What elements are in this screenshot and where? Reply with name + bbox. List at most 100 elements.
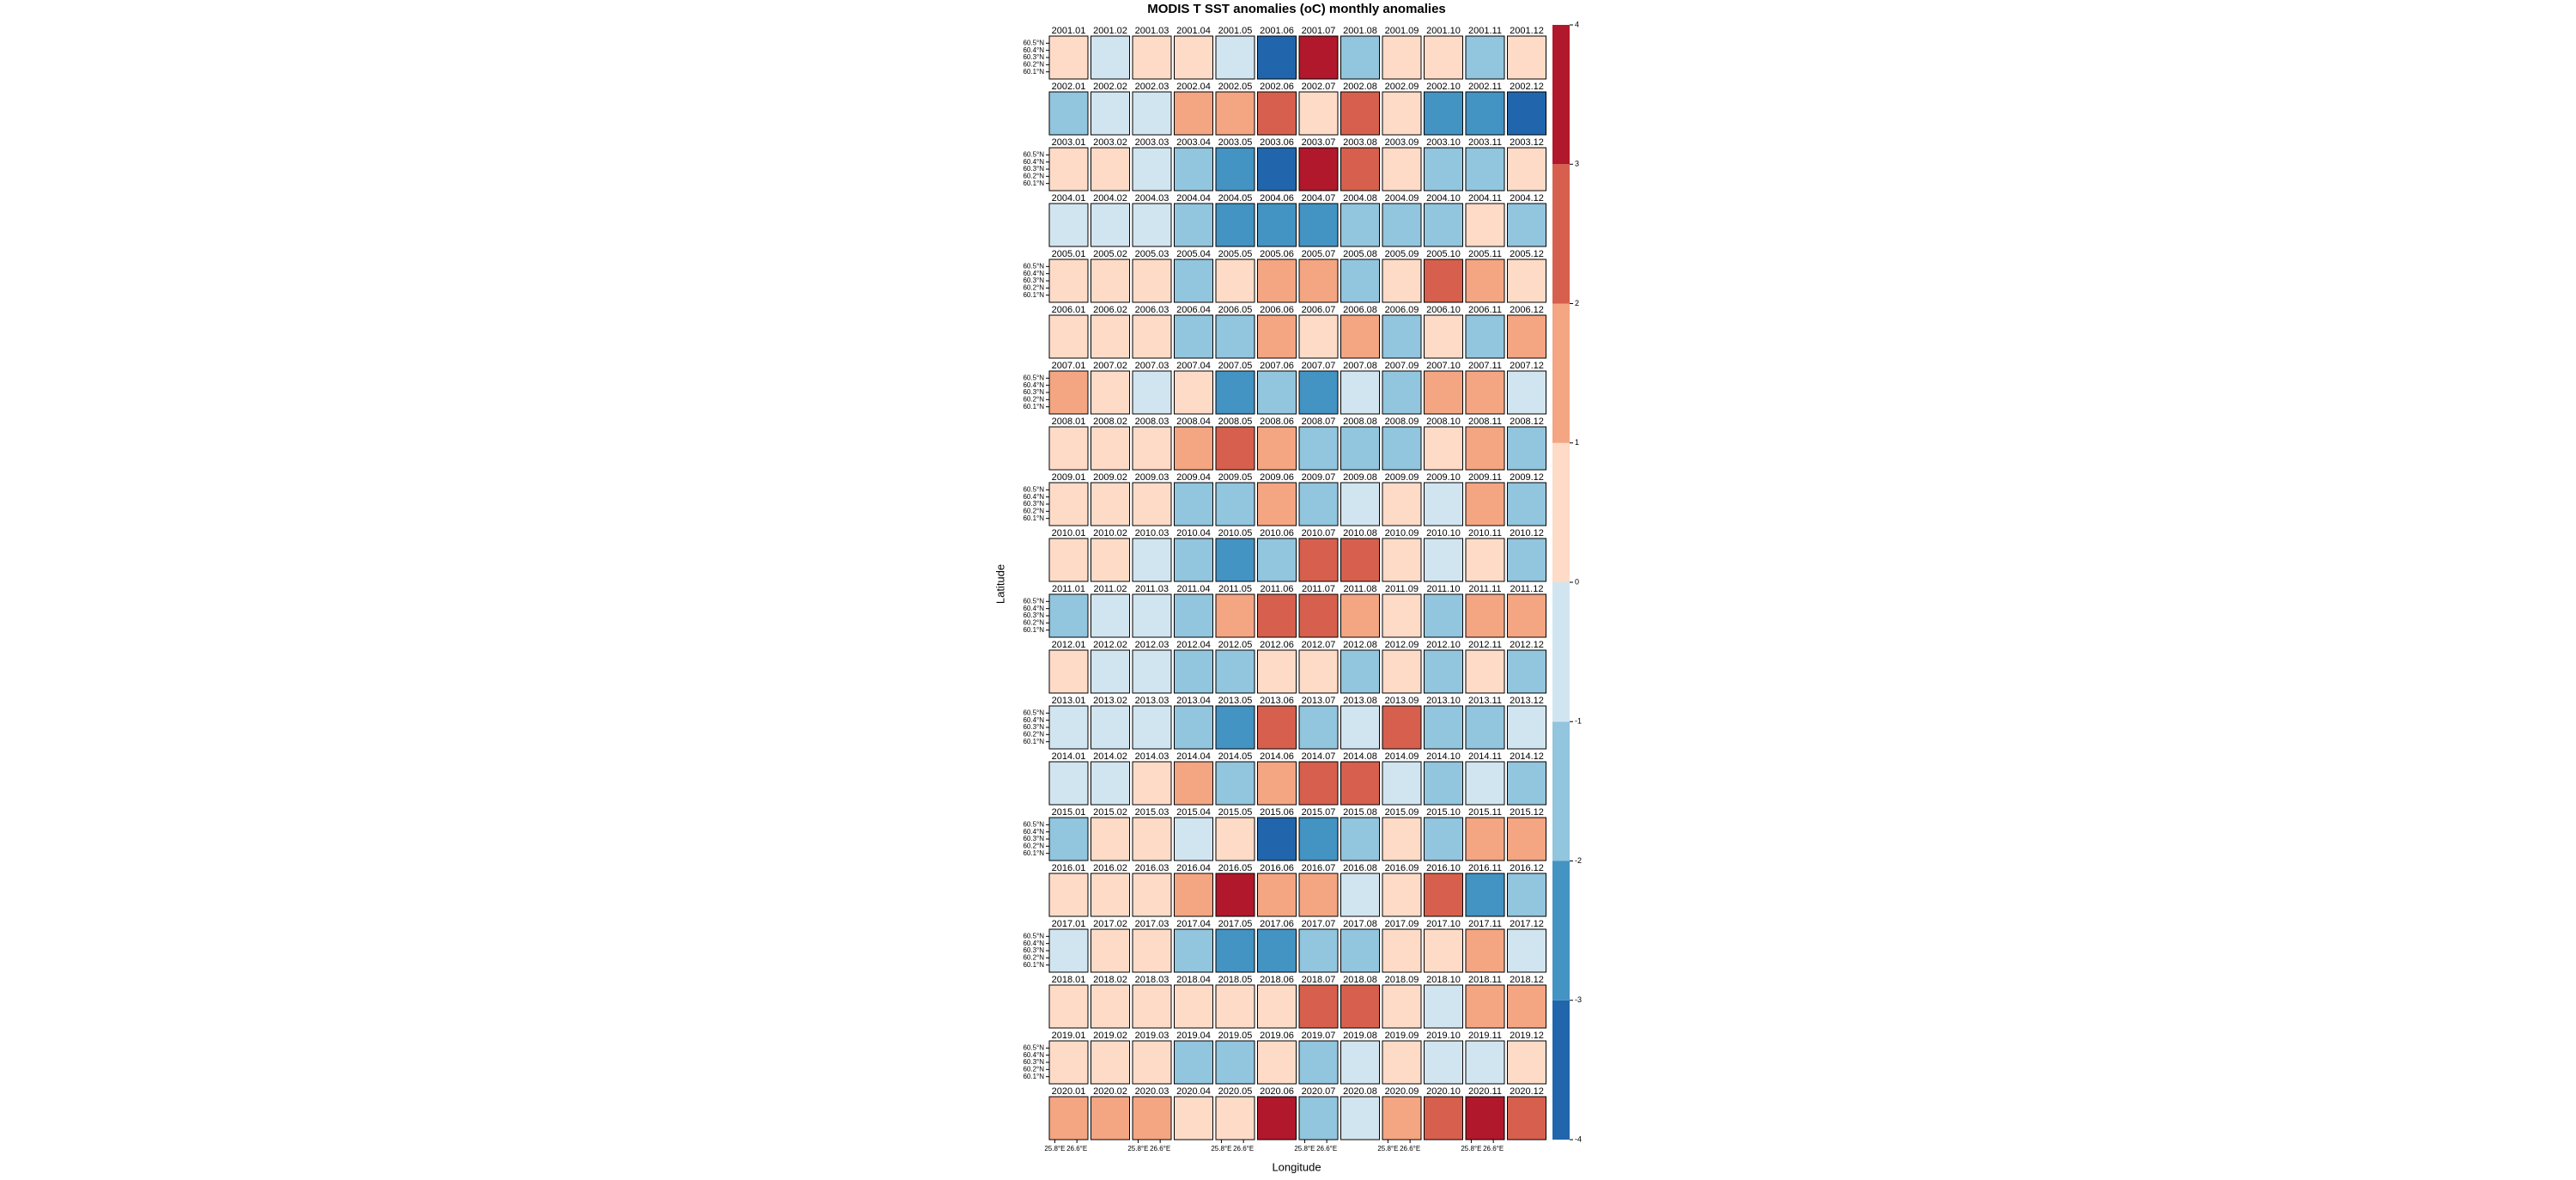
panel-fill — [1091, 873, 1130, 917]
panel-label: 2001.03 — [1135, 26, 1170, 36]
lat-tick-label: 60.5°N — [1023, 150, 1044, 158]
panel-fill — [1465, 259, 1505, 303]
panel-label: 2012.01 — [1052, 640, 1086, 650]
panel-fill — [1215, 35, 1255, 80]
panel-fill — [1048, 314, 1089, 359]
panel-label: 2003.08 — [1343, 137, 1377, 148]
panel-label: 2013.12 — [1510, 696, 1544, 706]
panel-fill — [1091, 147, 1130, 192]
panel-fill — [1257, 1040, 1297, 1085]
panel-fill — [1174, 370, 1213, 415]
lon-tick-label: 25.8°E — [1461, 1145, 1481, 1153]
panel-fill — [1215, 370, 1255, 415]
panel-label: 2013.03 — [1135, 696, 1170, 706]
panel-fill — [1465, 817, 1505, 861]
colorbar-tick-label: 2 — [1575, 299, 1579, 307]
panel-label: 2015.06 — [1260, 807, 1294, 818]
panel-label: 2015.12 — [1510, 807, 1544, 818]
panel-label: 2019.11 — [1468, 1031, 1502, 1041]
panel-fill — [1132, 817, 1172, 861]
lat-tick-label: 60.3°N — [1023, 500, 1044, 508]
lon-tick-label: 25.8°E — [1377, 1145, 1398, 1153]
panel-fill — [1382, 203, 1422, 247]
panel-fill — [1048, 35, 1089, 80]
panel-fill — [1215, 147, 1255, 192]
panel-fill — [1174, 817, 1213, 861]
panel-fill — [1465, 705, 1505, 750]
panel-fill — [1215, 928, 1255, 973]
panel-label: 2016.02 — [1093, 863, 1127, 873]
panel-label: 2017.04 — [1176, 919, 1211, 929]
panel-label: 2014.07 — [1302, 751, 1336, 762]
panel-label: 2019.01 — [1052, 1031, 1086, 1041]
panel-label: 2001.01 — [1052, 26, 1086, 36]
panel-fill — [1382, 147, 1422, 192]
panel-fill — [1507, 426, 1546, 471]
panel-fill — [1298, 35, 1339, 80]
panel-label: 2010.09 — [1385, 528, 1419, 538]
panel-label: 2001.07 — [1302, 26, 1336, 36]
panel-label: 2011.08 — [1344, 584, 1377, 594]
panel-fill — [1048, 705, 1089, 750]
panel-fill — [1132, 705, 1172, 750]
lat-tick-label: 60.3°N — [1023, 723, 1044, 731]
panel-fill — [1507, 91, 1546, 136]
panel-fill — [1465, 482, 1505, 526]
panel-label: 2015.03 — [1135, 807, 1170, 818]
panel-label: 2018.08 — [1343, 975, 1377, 985]
panel-fill — [1132, 35, 1172, 80]
colorbar-tick-label: 3 — [1575, 160, 1579, 168]
panel-label: 2020.05 — [1218, 1086, 1253, 1097]
panel-fill — [1382, 91, 1422, 136]
panel-fill — [1298, 1040, 1339, 1085]
colorbar-tick-label: -4 — [1575, 1134, 1582, 1143]
panel-label: 2004.11 — [1468, 193, 1502, 204]
lat-tick-label: 60.5°N — [1023, 597, 1044, 605]
panel-fill — [1340, 426, 1380, 471]
panel-label: 2001.06 — [1260, 26, 1294, 36]
panel-label: 2009.12 — [1510, 472, 1544, 483]
panel-fill — [1507, 873, 1546, 917]
panel-label: 2006.09 — [1385, 305, 1419, 315]
panel-fill — [1298, 649, 1339, 694]
panel-label: 2013.02 — [1093, 696, 1127, 706]
panel-fill — [1132, 593, 1172, 638]
panel-fill — [1174, 482, 1213, 526]
panel-fill — [1298, 705, 1339, 750]
lat-tick-label: 60.1°N — [1023, 961, 1044, 969]
panel-fill — [1298, 928, 1339, 973]
panel-label: 2010.10 — [1426, 528, 1461, 538]
panel-fill — [1340, 203, 1380, 247]
panel-fill — [1424, 314, 1463, 359]
panel-fill — [1257, 259, 1297, 303]
panel-label: 2020.02 — [1093, 1086, 1127, 1097]
panel-fill — [1257, 817, 1297, 861]
panel-fill — [1048, 984, 1089, 1029]
panel-fill — [1424, 482, 1463, 526]
panel-label: 2007.01 — [1052, 361, 1086, 371]
panel-label: 2014.08 — [1343, 751, 1377, 762]
panel-label: 2012.07 — [1302, 640, 1336, 650]
panel-label: 2010.08 — [1343, 528, 1377, 538]
panel-fill — [1424, 370, 1463, 415]
lat-tick-label: 60.3°N — [1023, 611, 1044, 619]
lat-tick-label: 60.4°N — [1023, 158, 1044, 166]
panel-fill — [1465, 538, 1505, 582]
panel-fill — [1048, 873, 1089, 917]
panel-fill — [1215, 91, 1255, 136]
lat-tick-label: 60.2°N — [1023, 618, 1044, 626]
panel-fill — [1048, 91, 1089, 136]
panel-label: 2006.06 — [1260, 305, 1294, 315]
lat-tick-label: 60.4°N — [1023, 716, 1044, 724]
panel-label: 2005.07 — [1302, 249, 1336, 259]
panel-label: 2020.04 — [1176, 1086, 1211, 1097]
panel-label: 2020.07 — [1302, 1086, 1336, 1097]
panel-label: 2011.04 — [1177, 584, 1211, 594]
panel-label: 2009.02 — [1093, 472, 1127, 483]
panel-label: 2016.10 — [1426, 863, 1461, 873]
panel-fill — [1424, 817, 1463, 861]
lon-tick-label: 26.6°E — [1233, 1145, 1254, 1153]
panel-label: 2013.09 — [1385, 696, 1419, 706]
panel-label: 2003.11 — [1468, 137, 1502, 148]
panel-label: 2001.08 — [1343, 26, 1377, 36]
